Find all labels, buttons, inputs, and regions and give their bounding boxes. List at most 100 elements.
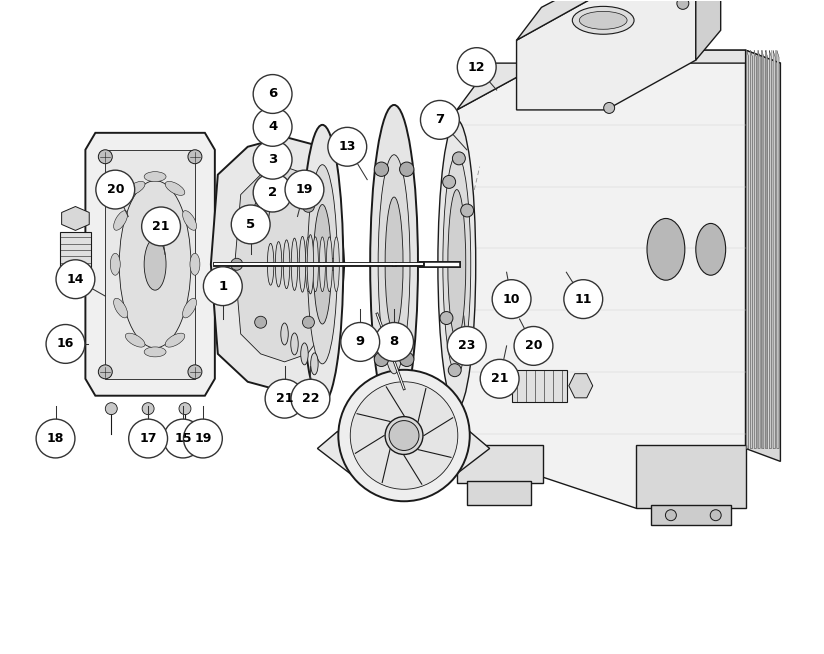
Ellipse shape xyxy=(398,430,410,441)
Text: 12: 12 xyxy=(468,61,485,74)
Circle shape xyxy=(420,101,459,139)
Circle shape xyxy=(457,48,496,86)
Text: 19: 19 xyxy=(194,432,212,445)
Ellipse shape xyxy=(647,218,685,280)
Circle shape xyxy=(265,379,304,418)
Circle shape xyxy=(677,0,689,9)
Text: 21: 21 xyxy=(491,372,508,385)
Ellipse shape xyxy=(579,11,627,29)
Circle shape xyxy=(302,317,315,328)
Text: 16: 16 xyxy=(57,337,74,351)
Ellipse shape xyxy=(125,333,145,347)
Ellipse shape xyxy=(307,165,337,364)
Circle shape xyxy=(188,150,202,164)
Text: 17: 17 xyxy=(139,432,157,445)
Ellipse shape xyxy=(339,370,470,501)
Ellipse shape xyxy=(370,105,418,424)
Text: 22: 22 xyxy=(302,392,319,405)
Circle shape xyxy=(231,258,243,270)
Ellipse shape xyxy=(119,181,191,348)
Ellipse shape xyxy=(299,236,306,292)
Ellipse shape xyxy=(334,237,339,292)
Ellipse shape xyxy=(114,211,128,230)
Ellipse shape xyxy=(283,240,290,288)
Circle shape xyxy=(604,103,615,113)
Ellipse shape xyxy=(301,343,308,365)
Polygon shape xyxy=(62,207,89,230)
Ellipse shape xyxy=(313,205,331,324)
Polygon shape xyxy=(695,0,721,60)
Ellipse shape xyxy=(695,224,726,275)
Text: 7: 7 xyxy=(435,113,444,126)
Text: 9: 9 xyxy=(356,336,365,349)
Polygon shape xyxy=(651,506,731,525)
Polygon shape xyxy=(770,50,771,449)
Circle shape xyxy=(442,175,456,188)
Text: 20: 20 xyxy=(525,339,542,353)
Circle shape xyxy=(389,421,419,451)
Circle shape xyxy=(142,207,180,246)
Text: 10: 10 xyxy=(503,292,520,305)
Circle shape xyxy=(448,364,461,377)
Ellipse shape xyxy=(281,323,288,345)
Polygon shape xyxy=(86,133,215,396)
Circle shape xyxy=(163,419,203,458)
Polygon shape xyxy=(512,370,567,402)
Ellipse shape xyxy=(385,197,403,332)
Ellipse shape xyxy=(573,7,634,34)
Ellipse shape xyxy=(307,235,314,294)
Circle shape xyxy=(375,322,414,362)
Polygon shape xyxy=(569,373,592,398)
Ellipse shape xyxy=(144,238,166,290)
Text: 11: 11 xyxy=(574,292,592,305)
Circle shape xyxy=(129,419,167,458)
Circle shape xyxy=(666,509,677,521)
Polygon shape xyxy=(517,0,721,41)
Polygon shape xyxy=(636,445,746,508)
Circle shape xyxy=(285,170,324,209)
Ellipse shape xyxy=(125,181,145,196)
Text: 8: 8 xyxy=(390,336,399,349)
Circle shape xyxy=(253,141,292,179)
Text: 4: 4 xyxy=(268,120,277,133)
Ellipse shape xyxy=(183,211,197,230)
Ellipse shape xyxy=(438,120,475,409)
Circle shape xyxy=(204,267,242,305)
Ellipse shape xyxy=(320,237,325,292)
Ellipse shape xyxy=(448,190,466,339)
Polygon shape xyxy=(317,432,489,481)
Polygon shape xyxy=(773,50,775,449)
Polygon shape xyxy=(517,0,695,110)
Polygon shape xyxy=(777,50,779,449)
Ellipse shape xyxy=(378,155,410,374)
Circle shape xyxy=(188,365,202,379)
Circle shape xyxy=(255,200,267,213)
Circle shape xyxy=(461,204,474,217)
Circle shape xyxy=(96,170,134,209)
Circle shape xyxy=(232,205,270,244)
Polygon shape xyxy=(758,50,760,449)
Circle shape xyxy=(179,403,191,415)
Polygon shape xyxy=(747,50,749,449)
Polygon shape xyxy=(211,137,344,392)
Text: 21: 21 xyxy=(276,392,293,405)
Circle shape xyxy=(374,352,389,366)
Circle shape xyxy=(253,107,292,146)
Ellipse shape xyxy=(275,241,282,287)
Text: 1: 1 xyxy=(218,280,227,293)
Text: 15: 15 xyxy=(174,432,192,445)
Ellipse shape xyxy=(312,237,318,292)
Circle shape xyxy=(458,340,471,353)
Circle shape xyxy=(400,352,414,366)
Polygon shape xyxy=(751,50,752,449)
Ellipse shape xyxy=(350,382,458,489)
Circle shape xyxy=(514,326,553,366)
Circle shape xyxy=(105,403,117,415)
Circle shape xyxy=(710,509,721,521)
Ellipse shape xyxy=(267,243,274,285)
Circle shape xyxy=(98,150,112,164)
Circle shape xyxy=(326,258,339,270)
Ellipse shape xyxy=(183,298,197,318)
Ellipse shape xyxy=(291,333,298,355)
Circle shape xyxy=(253,75,292,113)
